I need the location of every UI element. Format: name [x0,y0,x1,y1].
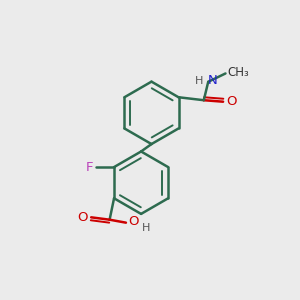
Text: N: N [208,74,218,87]
Text: H: H [142,223,151,233]
Text: F: F [86,160,93,174]
Text: O: O [226,95,237,108]
Text: CH₃: CH₃ [228,66,250,80]
Text: O: O [128,215,139,228]
Text: H: H [194,76,203,86]
Text: O: O [78,211,88,224]
